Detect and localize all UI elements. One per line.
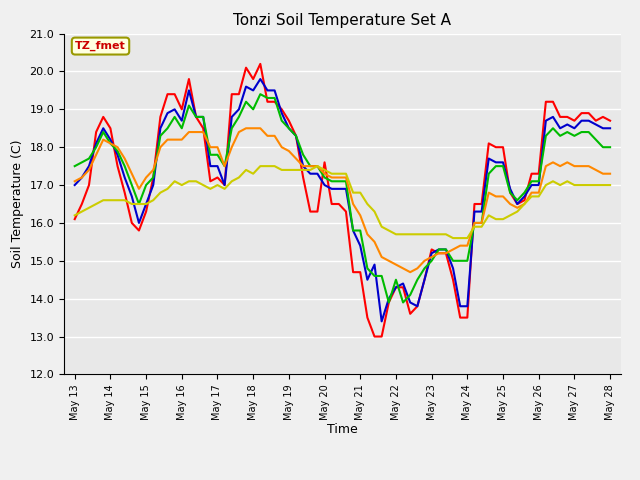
Line: 8cm: 8cm [75, 94, 610, 302]
4cm [264, 87, 271, 93]
8cm [356, 228, 364, 233]
2cm [513, 201, 521, 207]
Title: Tonzi Soil Temperature Set A: Tonzi Soil Temperature Set A [234, 13, 451, 28]
16cm [242, 125, 250, 131]
2cm [71, 216, 79, 222]
8cm [257, 91, 264, 97]
16cm [442, 251, 450, 256]
8cm [606, 144, 614, 150]
2cm [442, 251, 450, 256]
8cm [442, 247, 450, 252]
4cm [257, 76, 264, 82]
32cm [121, 197, 129, 203]
32cm [435, 231, 443, 237]
4cm [378, 319, 385, 324]
8cm [264, 95, 271, 101]
32cm [356, 190, 364, 195]
16cm [71, 179, 79, 184]
16cm [406, 269, 414, 275]
4cm [356, 243, 364, 249]
8cm [71, 163, 79, 169]
X-axis label: Time: Time [327, 423, 358, 436]
4cm [513, 201, 521, 207]
4cm [71, 182, 79, 188]
32cm [71, 213, 79, 218]
Y-axis label: Soil Temperature (C): Soil Temperature (C) [11, 140, 24, 268]
Line: 16cm: 16cm [75, 128, 610, 272]
16cm [121, 156, 129, 161]
2cm [428, 247, 435, 252]
8cm [428, 258, 435, 264]
2cm [121, 190, 129, 195]
8cm [385, 300, 392, 305]
8cm [513, 197, 521, 203]
2cm [257, 61, 264, 67]
4cm [121, 175, 129, 180]
4cm [428, 251, 435, 256]
2cm [371, 334, 378, 339]
16cm [264, 133, 271, 139]
4cm [606, 125, 614, 131]
32cm [264, 163, 271, 169]
32cm [606, 182, 614, 188]
32cm [449, 235, 457, 241]
Line: 32cm: 32cm [75, 166, 610, 238]
16cm [513, 205, 521, 211]
Line: 4cm: 4cm [75, 79, 610, 322]
2cm [264, 99, 271, 105]
32cm [257, 163, 264, 169]
2cm [606, 118, 614, 123]
16cm [428, 254, 435, 260]
16cm [606, 171, 614, 177]
32cm [513, 209, 521, 215]
Text: TZ_fmet: TZ_fmet [75, 41, 126, 51]
16cm [356, 213, 364, 218]
4cm [442, 247, 450, 252]
32cm [420, 231, 428, 237]
8cm [121, 163, 129, 169]
2cm [356, 269, 364, 275]
Line: 2cm: 2cm [75, 64, 610, 336]
